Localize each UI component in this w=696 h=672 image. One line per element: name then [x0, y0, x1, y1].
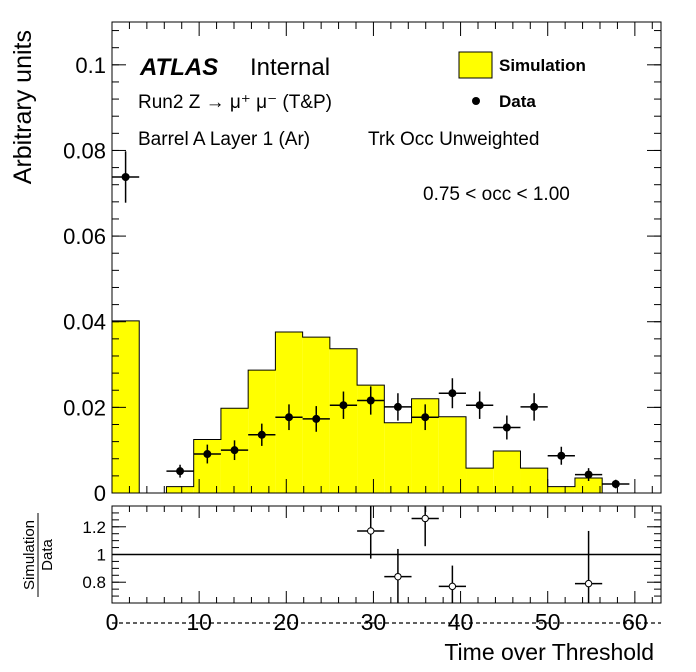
data-point	[230, 446, 239, 455]
simulation-bar	[520, 468, 548, 493]
ratio-point	[421, 514, 429, 523]
data-point	[557, 451, 566, 460]
atlas-label: ATLAS	[139, 54, 218, 81]
main-panel: 0 0.02 0.04 0.06 0.08 0.1 Arbitrary units ATL…	[9, 21, 662, 506]
y-tick-label: 0.1	[75, 53, 106, 78]
ratio-y-label: Simulation Data	[21, 513, 56, 597]
data-point	[203, 450, 212, 459]
internal-label: Internal	[250, 54, 330, 81]
ratio-panel: 0.8 1 1.2 0 10 20 30 40 50 60 Simulation Data Ti…	[21, 505, 662, 665]
x-tick-label: 10	[186, 609, 212, 635]
data-point	[121, 173, 130, 182]
data-point	[448, 389, 457, 398]
x-tick-label: 0	[106, 609, 119, 635]
ratio-y-label-numerator: Simulation	[21, 520, 38, 590]
legend-simulation-swatch	[458, 51, 493, 79]
x-tick-label: 30	[361, 609, 387, 635]
x-tick-label: 20	[273, 609, 299, 635]
ratio-y-ticks: 0.8 1 1.2	[82, 512, 661, 597]
data-point	[176, 467, 185, 476]
data-points	[111, 151, 630, 489]
legend: Simulation Data	[458, 51, 586, 111]
simulation-bar	[329, 348, 358, 493]
data-point	[312, 414, 321, 423]
y-tick-label: 0.08	[63, 138, 106, 163]
ratio-points	[357, 506, 603, 603]
simulation-bar	[466, 468, 494, 493]
cut-label: 0.75 < occ < 1.00	[423, 184, 570, 205]
ratio-y-tick-label: 1	[97, 546, 106, 565]
y-tick-label: 0.02	[63, 395, 106, 420]
data-point	[339, 401, 348, 410]
ratio-point	[448, 582, 457, 591]
data-point	[502, 423, 511, 432]
x-axis-label: Time over Threshold	[444, 639, 654, 665]
x-tick-label: 40	[448, 609, 474, 635]
data-point	[530, 402, 539, 411]
data-point	[366, 396, 375, 405]
ratio-y-label-denominator: Data	[39, 539, 56, 571]
process-label: Run2 Z → μ⁺ μ⁻ (T&P)	[138, 92, 332, 113]
simulation-bar	[166, 486, 194, 493]
ratio-y-tick-label: 1.2	[82, 518, 106, 537]
data-point	[584, 470, 593, 479]
x-tick-label: 60	[622, 609, 648, 635]
data-point	[257, 430, 266, 439]
legend-data-marker	[472, 97, 480, 105]
ratio-point	[367, 527, 375, 535]
y-axis-label: Arbitrary units	[9, 30, 37, 184]
simulation-bar	[384, 422, 412, 493]
y-tick-label: 0	[94, 481, 106, 506]
region-label: Barrel A Layer 1 (Ar)	[138, 129, 310, 150]
y-tick-label: 0.06	[63, 224, 106, 249]
data-point	[611, 480, 620, 489]
weighting-label: Trk Occ Unweighted	[368, 129, 539, 150]
data-point	[421, 413, 430, 422]
data-point	[284, 413, 293, 422]
ratio-x-ticks: 0 10 20 30 40 50 60	[106, 506, 653, 635]
data-point	[393, 402, 402, 411]
main-y-ticks: 0 0.02 0.04 0.06 0.08 0.1	[63, 30, 661, 506]
main-frame	[111, 21, 662, 494]
ratio-point	[394, 572, 402, 581]
ratio-y-tick-label: 0.8	[82, 573, 106, 592]
simulation-bar	[574, 478, 603, 493]
main-x-ticks	[111, 22, 653, 493]
legend-data-label: Data	[499, 92, 536, 111]
y-tick-label: 0.04	[63, 310, 106, 335]
legend-simulation-label: Simulation	[499, 56, 586, 75]
simulation-outline	[111, 320, 630, 494]
ratio-point	[584, 579, 593, 588]
simulation-bar	[547, 486, 575, 493]
data-point	[475, 401, 484, 410]
simulation-bar	[493, 451, 521, 493]
x-tick-label: 50	[535, 609, 561, 635]
simulation-bar	[438, 416, 467, 493]
